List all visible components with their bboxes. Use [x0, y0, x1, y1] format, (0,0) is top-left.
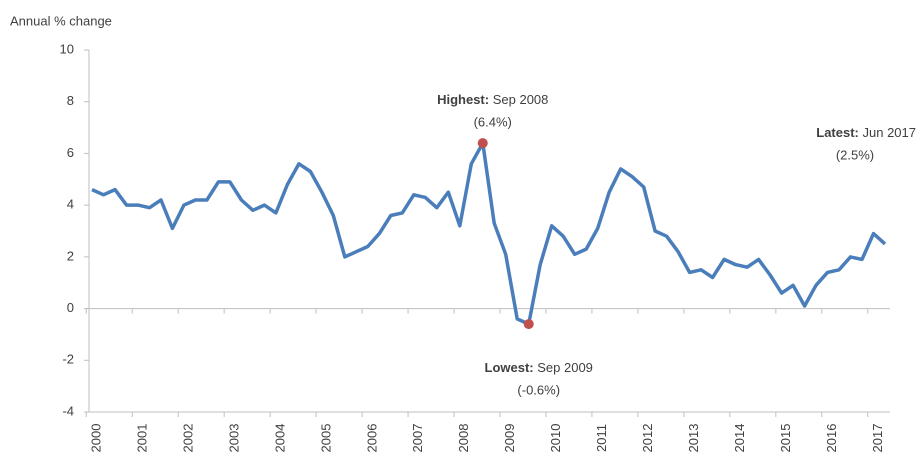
y-tick-label: -4 — [62, 403, 74, 418]
x-tick-label: 2007 — [410, 424, 425, 453]
x-tick-label: 2009 — [502, 424, 517, 453]
y-tick-label: 2 — [67, 248, 74, 263]
annotation-label: Highest: — [437, 93, 489, 108]
annotation-date: Sep 2009 — [537, 361, 593, 376]
annotation-label: Lowest: — [485, 361, 534, 376]
annotation-date: Sep 2008 — [493, 93, 549, 108]
annotation-date: Jun 2017 — [863, 125, 917, 140]
x-tick-label: 2015 — [778, 424, 793, 453]
highlight-marker — [477, 138, 488, 149]
x-tick-label: 2017 — [870, 424, 885, 453]
y-tick-label: -2 — [62, 352, 74, 367]
x-tick-label: 2012 — [640, 424, 655, 453]
x-tick-label: 2000 — [88, 424, 103, 453]
highlight-marker — [523, 319, 534, 330]
y-tick-label: 8 — [67, 93, 74, 108]
y-tick-label: 4 — [67, 197, 74, 212]
y-tick-label: 6 — [67, 145, 74, 160]
annotation-note: (6.4%) — [474, 115, 512, 130]
x-tick-label: 2005 — [318, 424, 333, 453]
y-axis-label: Annual % change — [10, 13, 112, 28]
y-tick-label: 0 — [67, 300, 74, 315]
annotation: Lowest: Sep 2009 — [485, 361, 593, 376]
annotation-label: Latest: — [816, 125, 859, 140]
annotation: Highest: Sep 2008 — [437, 93, 548, 108]
x-tick-label: 2003 — [226, 424, 241, 453]
x-tick-label: 2016 — [824, 424, 839, 453]
annotation-note: (-0.6%) — [517, 383, 560, 398]
x-tick-label: 2004 — [272, 424, 287, 453]
x-tick-label: 2001 — [134, 424, 149, 453]
x-tick-label: 2011 — [594, 424, 609, 452]
x-tick-label: 2010 — [548, 424, 563, 453]
x-tick-label: 2013 — [686, 424, 701, 453]
x-tick-label: 2006 — [364, 424, 379, 453]
annotation-note: (2.5%) — [836, 147, 874, 162]
annotation: Latest: Jun 2017 — [816, 125, 916, 140]
x-tick-label: 2014 — [732, 424, 747, 453]
y-tick-label: 10 — [60, 41, 74, 56]
x-tick-label: 2008 — [456, 424, 471, 453]
x-tick-label: 2002 — [180, 424, 195, 453]
data-line — [91, 141, 887, 326]
